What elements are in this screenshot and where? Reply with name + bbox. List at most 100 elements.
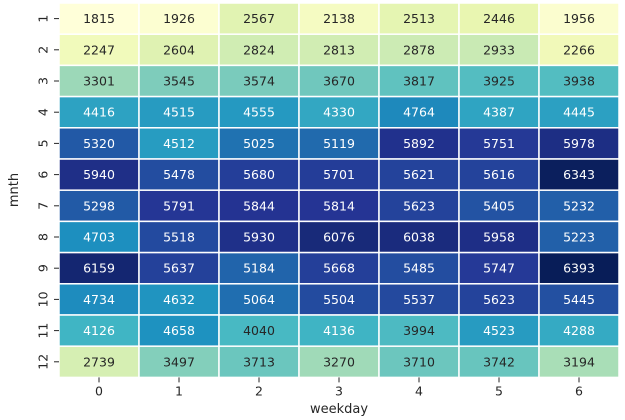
heatmap-cell: [458, 95, 540, 129]
cell-value-label: 5958: [483, 230, 515, 245]
cell-value-label: 5668: [323, 261, 355, 276]
cell-value-label: 2824: [243, 42, 275, 57]
cell-value-label: 2739: [83, 354, 115, 369]
heatmap-cell: [458, 2, 540, 35]
cell-value-label: 5791: [163, 198, 195, 213]
heatmap-cell: [538, 189, 620, 223]
cell-value-label: 3670: [323, 74, 355, 89]
cell-value-label: 3194: [563, 354, 595, 369]
cell-value-label: 2813: [323, 42, 355, 57]
heatmap-cell: [378, 189, 460, 223]
cell-value-label: 3301: [83, 74, 115, 89]
cell-value-label: 5119: [323, 136, 355, 151]
heatmap-cell: [58, 283, 140, 316]
cell-value-label: 1926: [163, 11, 195, 26]
y-tick-label: 7: [36, 202, 51, 210]
x-tick-label: 2: [255, 383, 263, 398]
x-tick-label: 0: [95, 383, 103, 398]
heatmap-cell: [538, 64, 620, 98]
cell-value-label: 3713: [243, 354, 275, 369]
cell-value-label: 5223: [563, 230, 595, 245]
cell-value-label: 3742: [483, 354, 515, 369]
cell-value-label: 5504: [323, 292, 355, 307]
heatmap-cell: [138, 345, 220, 379]
heatmap-cell: [218, 127, 300, 160]
cell-value-label: 4703: [83, 230, 115, 245]
x-tick-label: 4: [415, 383, 423, 398]
heatmap-cell: [378, 345, 460, 379]
heatmap-cell: [138, 158, 220, 191]
heatmap-cell: [458, 314, 540, 347]
cell-value-label: 5623: [403, 198, 435, 213]
cell-value-label: 4330: [323, 105, 355, 120]
cell-value-label: 5892: [403, 136, 435, 151]
x-tick-label: 3: [335, 383, 343, 398]
cell-value-label: 6159: [83, 261, 115, 276]
heatmap-cell: [378, 220, 460, 254]
cell-value-label: 5701: [323, 167, 355, 182]
y-tick-label: 2: [36, 46, 51, 54]
x-tick-label: 6: [575, 383, 583, 398]
y-tick-label: 3: [36, 77, 51, 85]
heatmap-cell: [378, 314, 460, 347]
cell-value-label: 6343: [563, 167, 595, 182]
cell-value-label: 6393: [563, 261, 595, 276]
cell-value-label: 2247: [83, 42, 115, 57]
cell-value-label: 2933: [483, 42, 515, 57]
y-axis-title: mnth: [7, 173, 22, 207]
heatmap-cell: [298, 314, 380, 347]
x-axis-ticks: 0 1 2 3 4 5 6: [95, 377, 583, 398]
cell-value-label: 2266: [563, 42, 595, 57]
cell-value-label: 5940: [83, 167, 115, 182]
y-tick-label: 10: [36, 291, 51, 307]
cell-value-label: 5445: [563, 292, 595, 307]
heatmap-cell: [58, 95, 140, 129]
cell-value-label: 5478: [163, 167, 195, 182]
cell-value-label: 4512: [163, 136, 195, 151]
heatmap-cell: [58, 127, 140, 160]
cell-value-label: 5537: [403, 292, 435, 307]
cell-value-label: 5751: [483, 136, 515, 151]
cell-value-label: 2878: [403, 42, 435, 57]
cell-value-label: 5623: [483, 292, 515, 307]
y-tick-label: 5: [36, 139, 51, 147]
y-tick-label: 8: [36, 233, 51, 241]
heatmap-cell: [378, 251, 460, 285]
cell-value-label: 6038: [403, 230, 435, 245]
cell-value-label: 4416: [83, 105, 115, 120]
cell-value-label: 5930: [243, 230, 275, 245]
heatmap-cell: [298, 345, 380, 379]
cell-value-label: 3925: [483, 74, 515, 89]
cell-value-label: 3817: [403, 74, 435, 89]
heatmap-cell: [458, 220, 540, 254]
heatmap-cell: [538, 314, 620, 347]
cell-value-label: 5844: [243, 198, 275, 213]
heatmap-cells: 1815 1926 2567 2138 2513 2446 1956 2247 2604 2824…: [58, 2, 620, 379]
heatmap-cell: [538, 220, 620, 254]
cell-value-label: 5616: [483, 167, 515, 182]
cell-value-label: 5298: [83, 198, 115, 213]
heatmap-cell: [218, 283, 300, 316]
cell-value-label: 3497: [163, 354, 195, 369]
cell-value-label: 5485: [403, 261, 435, 276]
heatmap-cell: [218, 189, 300, 223]
cell-value-label: 5064: [243, 292, 275, 307]
heatmap-cell: [298, 189, 380, 223]
x-tick-label: 5: [495, 383, 503, 398]
cell-value-label: 4040: [243, 323, 275, 338]
cell-value-label: 4136: [323, 323, 355, 338]
heatmap-cell: [458, 189, 540, 223]
cell-value-label: 1956: [563, 11, 595, 26]
cell-value-label: 5637: [163, 261, 195, 276]
heatmap-cell: [378, 33, 460, 67]
cell-value-label: 4523: [483, 323, 515, 338]
heatmap-cell: [218, 33, 300, 67]
cell-value-label: 5621: [403, 167, 435, 182]
cell-value-label: 4632: [163, 292, 195, 307]
cell-value-label: 3710: [403, 354, 435, 369]
heatmap-cell: [218, 314, 300, 347]
y-tick-label: 4: [36, 108, 51, 116]
cell-value-label: 5518: [163, 230, 195, 245]
heatmap-cell: [538, 158, 620, 191]
